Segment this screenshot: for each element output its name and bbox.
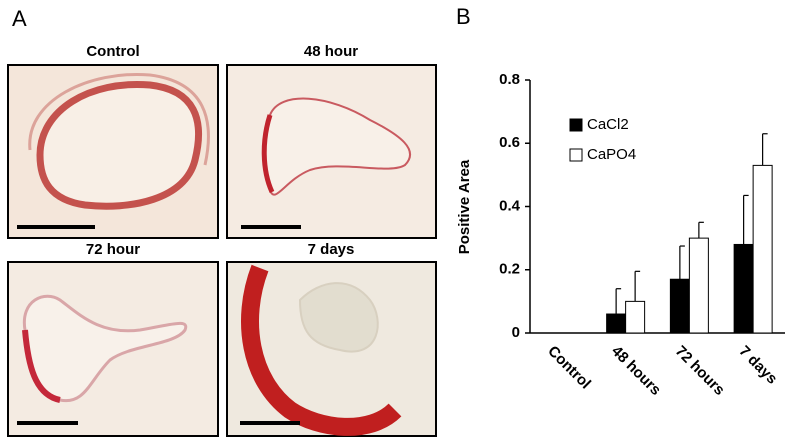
micrograph bbox=[7, 64, 219, 239]
bar bbox=[733, 243, 754, 334]
y-tick-label: 0 bbox=[512, 324, 520, 341]
bar bbox=[688, 237, 709, 334]
x-tick-label: 72 hours bbox=[672, 343, 728, 399]
micrograph bbox=[226, 261, 437, 437]
image-title: 72 hour bbox=[86, 241, 140, 258]
y-tick-label: 0.2 bbox=[499, 261, 520, 278]
bar bbox=[625, 300, 646, 334]
x-tick-label: 48 hours bbox=[608, 343, 664, 399]
x-tick-label: 7 days bbox=[735, 343, 780, 388]
micrograph bbox=[7, 261, 219, 437]
y-axis-label: Positive Area bbox=[456, 159, 473, 254]
legend-swatch bbox=[569, 118, 583, 132]
legend-swatch bbox=[569, 148, 583, 162]
bar bbox=[752, 164, 773, 334]
image-title: Control bbox=[86, 43, 139, 60]
y-tick-label: 0.8 bbox=[499, 71, 520, 88]
y-tick-label: 0.4 bbox=[499, 197, 521, 214]
x-tick-label: Control bbox=[544, 343, 594, 393]
panel-label: A bbox=[12, 6, 27, 31]
panel-label: B bbox=[456, 4, 471, 29]
y-tick-label: 0.6 bbox=[499, 134, 520, 151]
bar bbox=[669, 278, 690, 334]
image-title: 48 hour bbox=[304, 43, 358, 60]
bar bbox=[606, 313, 627, 334]
micrograph bbox=[226, 64, 437, 239]
legend-label: CaPO4 bbox=[587, 146, 636, 163]
image-title: 7 days bbox=[308, 241, 355, 258]
legend-label: CaCl2 bbox=[587, 116, 629, 133]
